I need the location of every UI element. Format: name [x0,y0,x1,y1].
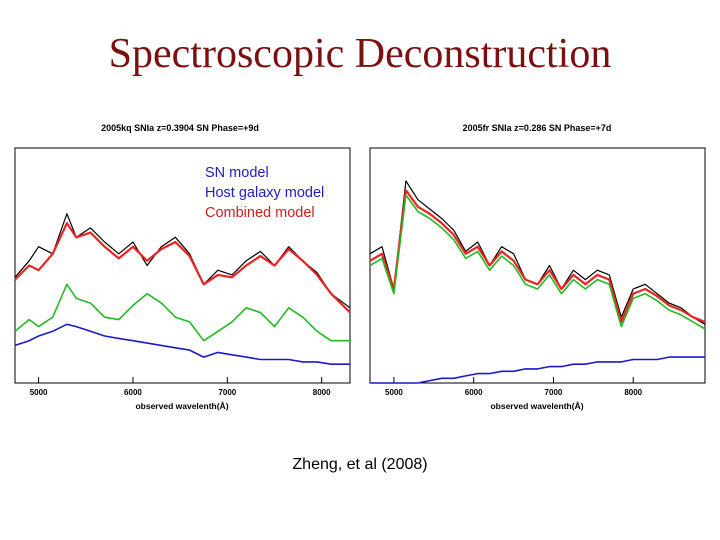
x-tick-label: 8000 [313,388,331,397]
x-tick-label: 6000 [124,388,142,397]
series-line-combined-model [369,189,706,323]
series-line-sn-model [370,356,705,384]
panel-right-xticks: 5000 6000 7000 8000 [385,377,643,397]
x-tick-label: 5000 [30,388,48,397]
x-tick-label: 7000 [545,388,563,397]
spectra-figure: 2005kq SNIa z=0.3904 SN Phase=+9d 5000 60… [14,123,706,411]
series-line-combined-model [14,222,351,314]
x-tick-label: 8000 [624,388,642,397]
citation: Zheng, et al (2008) [292,456,428,473]
panel-left: 2005kq SNIa z=0.3904 SN Phase=+9d 5000 60… [14,123,351,411]
legend: SN model Host galaxy model Combined mode… [205,163,324,223]
series-line-observed [369,180,706,325]
series-line-host-galaxy-model [14,283,350,342]
panel-left-xticks: 5000 6000 7000 8000 [30,377,331,397]
series-line-host-galaxy-model [369,194,706,330]
panel-left-title: 2005kq SNIa z=0.3904 SN Phase=+9d [101,123,259,133]
legend-item-sn-model: SN model [205,165,269,181]
legend-item-combined-model: Combined model [205,205,315,221]
slide-title: Spectroscopic Deconstruction [108,31,612,77]
panel-left-lines [14,213,351,366]
panel-right-frame [369,147,706,384]
panel-right-title: 2005fr SNIa z=0.286 SN Phase=+7d [463,123,612,133]
panel-right: 2005fr SNIa z=0.286 SN Phase=+7d 5000 600… [369,123,706,411]
panel-left-frame [14,147,351,384]
legend-item-host-galaxy-model: Host galaxy model [205,185,325,201]
x-tick-label: 6000 [465,388,483,397]
x-tick-label: 7000 [218,388,236,397]
series-line-sn-model [14,323,350,366]
panel-right-xlabel: observed wavelenth(Å) [490,401,583,411]
series-line-observed [14,213,351,309]
panel-right-lines [369,180,706,384]
x-tick-label: 5000 [385,388,403,397]
panel-left-xlabel: observed wavelenth(Å) [135,401,228,411]
